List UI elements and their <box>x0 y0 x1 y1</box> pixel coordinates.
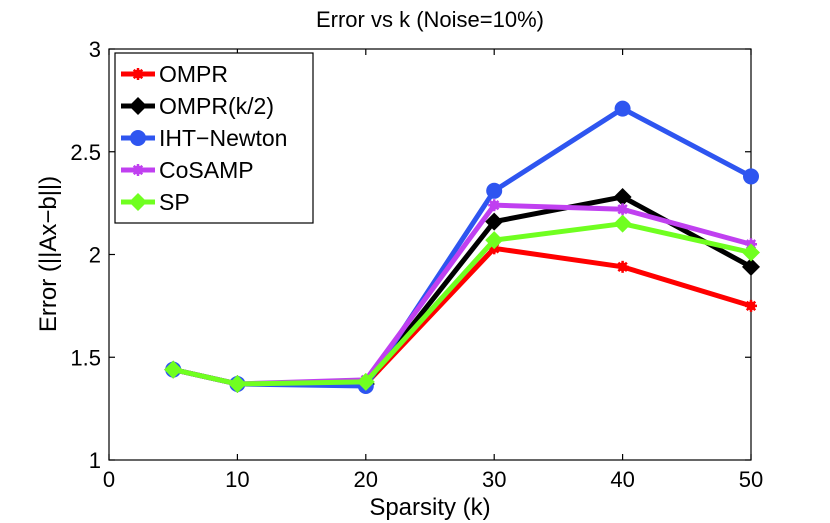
y-tick-label: 1.5 <box>70 345 101 370</box>
legend-item: CoSAMP <box>121 157 254 183</box>
chart-title: Error vs k (Noise=10%) <box>316 7 544 32</box>
y-axis-label: Error (||Ax−b||) <box>35 176 62 332</box>
x-tick-label: 50 <box>739 467 763 492</box>
data-point <box>488 199 501 212</box>
data-point <box>614 100 631 117</box>
y-tick-label: 2.5 <box>70 140 101 165</box>
data-point <box>613 214 632 233</box>
data-point <box>745 299 757 312</box>
data-point <box>616 203 629 216</box>
legend-marker <box>130 130 146 146</box>
series-sp <box>164 214 760 393</box>
data-point <box>616 260 629 273</box>
data-point <box>228 374 247 393</box>
legend-label: OMPR <box>159 61 228 87</box>
data-point <box>743 168 759 185</box>
legend-item: OMPR(k/2) <box>121 93 274 119</box>
legend-item: IHT−Newton <box>121 125 287 151</box>
legend-marker <box>129 193 147 211</box>
legend-item: SP <box>121 189 190 215</box>
legend-marker <box>132 68 144 80</box>
legend-item: OMPR <box>121 61 228 87</box>
data-point <box>485 231 504 250</box>
legend-label: OMPR(k/2) <box>159 93 274 119</box>
x-tick-label: 40 <box>610 467 634 492</box>
data-point <box>485 212 504 231</box>
x-tick-label: 0 <box>103 467 115 492</box>
legend-marker <box>132 164 144 176</box>
data-point <box>742 243 760 262</box>
y-tick-label: 3 <box>89 37 101 62</box>
y-tick-label: 1 <box>89 448 101 473</box>
legend-label: CoSAMP <box>159 157 254 183</box>
legend-label: SP <box>159 189 190 215</box>
legend-marker <box>129 97 147 115</box>
x-tick-label: 10 <box>225 467 249 492</box>
legend-label: IHT−Newton <box>159 125 287 151</box>
data-point <box>613 187 632 206</box>
legend: OMPR OMPR(k/2) IHT−Newton CoSAMP SP <box>114 52 314 224</box>
data-point <box>356 372 375 391</box>
y-tick-label: 2 <box>89 243 101 268</box>
series-line <box>172 221 752 387</box>
x-tick-label: 20 <box>354 467 378 492</box>
data-point <box>164 360 183 379</box>
x-tick-label: 30 <box>482 467 506 492</box>
data-point <box>742 257 760 276</box>
x-axis-label: Sparsity (k) <box>369 494 490 521</box>
data-point <box>486 182 503 199</box>
